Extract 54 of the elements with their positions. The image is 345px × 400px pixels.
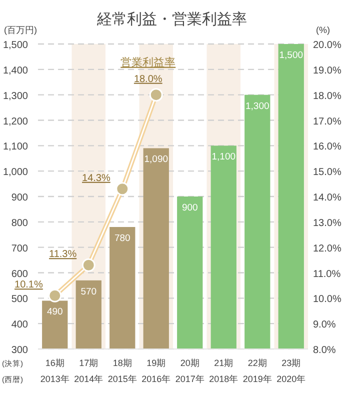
- y-tick-label: 700: [11, 243, 28, 254]
- data-label: 1,300: [245, 100, 270, 112]
- y-tick-label: 300: [11, 345, 28, 356]
- data-label: 1,500: [279, 50, 304, 61]
- x-tick-label: 21期 2018年: [209, 358, 238, 384]
- data-label: 1,090: [144, 154, 168, 166]
- x-tick-label: 17期 2014年: [74, 358, 104, 384]
- y2-axis-title: (%): [316, 25, 330, 35]
- y-tick-label: 500: [11, 294, 28, 306]
- data-label: 780: [114, 233, 130, 244]
- y2-tick-label: 12.0%: [313, 243, 342, 254]
- data-label: 1,100: [212, 152, 236, 163]
- data-label: 18.0%: [134, 74, 162, 85]
- point: [82, 258, 96, 272]
- y2-tick-label: 19.0%: [313, 65, 342, 76]
- y-tick-label: 600: [11, 268, 28, 280]
- x-tick-label: 22期 2019年: [242, 358, 272, 384]
- y-tick-label: 1,000: [2, 167, 28, 178]
- text: 営業利益率: [120, 56, 176, 69]
- y2-tick-label: 13.0%: [313, 218, 342, 229]
- y-tick-label: 1,500: [2, 40, 28, 51]
- y-tick-label: 1,400: [2, 65, 28, 76]
- y2-tick-label: 10.0%: [313, 294, 342, 306]
- y-tick-label: 1,200: [2, 116, 28, 128]
- y-tick-label: 800: [11, 218, 28, 229]
- chart-title: 経常利益・営業利益率: [96, 11, 247, 28]
- y-tick-label: 400: [11, 320, 28, 331]
- x-tick-label: 23期 2020年: [276, 358, 306, 384]
- y-tick-label: 1,100: [2, 142, 28, 153]
- y2-tick-label: 17.0%: [313, 116, 342, 128]
- data-label: 14.3%: [82, 172, 110, 184]
- data-label: 10.1%: [14, 280, 43, 291]
- point: [116, 182, 130, 196]
- x-tick-label: 19期 2016年: [142, 358, 171, 384]
- point: [48, 288, 62, 302]
- y2-tick-label: 18.0%: [313, 90, 342, 102]
- y2-tick-label: 14.0%: [313, 192, 342, 204]
- y2-tick-label: 16.0%: [313, 142, 342, 153]
- x-tick-label: 16期 2013年: [40, 358, 70, 384]
- x-tick-label: 20期 2017年: [175, 358, 204, 384]
- y-axis-title: (百万円): [4, 25, 37, 35]
- data-label: 490: [46, 306, 63, 318]
- data-label: 570: [80, 286, 97, 298]
- y2-tick-label: 8.0%: [313, 345, 336, 356]
- data-label: 900: [182, 202, 198, 214]
- y-tick-label: 1,300: [2, 90, 28, 102]
- point: [149, 88, 163, 102]
- x-tick-label: 18期 2015年: [108, 358, 137, 384]
- y2-tick-label: 9.0%: [313, 320, 336, 331]
- y2-tick-label: 11.0%: [313, 268, 341, 280]
- y2-tick-label: 15.0%: [313, 167, 342, 178]
- y-tick-label: 900: [11, 192, 28, 204]
- y2-tick-label: 20.0%: [313, 40, 342, 51]
- data-label: 11.3%: [49, 249, 77, 260]
